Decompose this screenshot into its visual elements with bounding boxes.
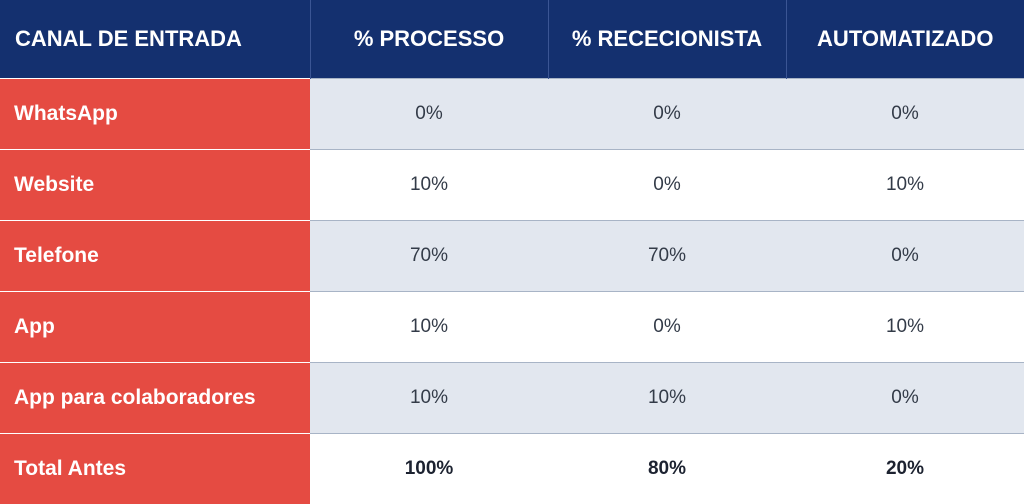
table-row: Website 10% 0% 10% <box>0 150 1024 221</box>
cell-rececionista: 70% <box>548 221 786 292</box>
row-label: App para colaboradores <box>0 363 310 434</box>
table-row: WhatsApp 0% 0% 0% <box>0 79 1024 150</box>
total-processo: 100% <box>310 434 548 504</box>
cell-processo: 10% <box>310 292 548 363</box>
cell-processo: 70% <box>310 221 548 292</box>
cell-rececionista: 0% <box>548 150 786 221</box>
header-processo: % PROCESSO <box>310 0 548 79</box>
header-automatizado: AUTOMATIZADO <box>786 0 1024 79</box>
total-rececionista: 80% <box>548 434 786 504</box>
header-row: CANAL DE ENTRADA % PROCESSO % RECECIONIS… <box>0 0 1024 79</box>
row-label: Telefone <box>0 221 310 292</box>
table-row: App 10% 0% 10% <box>0 292 1024 363</box>
total-row: Total Antes 100% 80% 20% <box>0 434 1024 504</box>
total-label: Total Antes <box>0 434 310 504</box>
cell-automatizado: 10% <box>786 292 1024 363</box>
cell-processo: 0% <box>310 79 548 150</box>
row-label: Website <box>0 150 310 221</box>
cell-automatizado: 0% <box>786 221 1024 292</box>
cell-automatizado: 0% <box>786 79 1024 150</box>
cell-automatizado: 0% <box>786 363 1024 434</box>
header-rececionista: % RECECIONISTA <box>548 0 786 79</box>
cell-processo: 10% <box>310 363 548 434</box>
header-canal-de-entrada: CANAL DE ENTRADA <box>0 0 310 79</box>
cell-rececionista: 10% <box>548 363 786 434</box>
row-label: App <box>0 292 310 363</box>
table-row: Telefone 70% 70% 0% <box>0 221 1024 292</box>
cell-automatizado: 10% <box>786 150 1024 221</box>
row-label: WhatsApp <box>0 79 310 150</box>
cell-processo: 10% <box>310 150 548 221</box>
total-automatizado: 20% <box>786 434 1024 504</box>
table-row: App para colaboradores 10% 10% 0% <box>0 363 1024 434</box>
cell-rececionista: 0% <box>548 292 786 363</box>
cell-rececionista: 0% <box>548 79 786 150</box>
